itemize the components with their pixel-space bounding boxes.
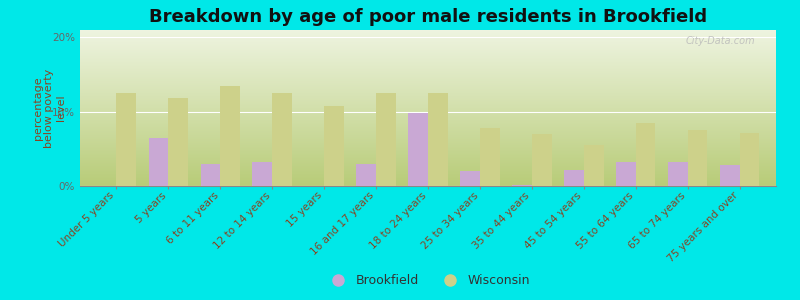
Bar (116, 93, 136, 186)
Bar (272, 93, 292, 186)
Text: City-Data.com: City-Data.com (686, 36, 755, 46)
Bar (532, 134, 552, 186)
Bar (688, 130, 707, 186)
Bar (480, 128, 500, 186)
Bar (636, 123, 655, 186)
Bar (460, 171, 480, 186)
Bar (220, 86, 240, 186)
Bar (253, 162, 272, 186)
Bar (564, 170, 584, 186)
Bar (740, 133, 759, 186)
Bar (584, 145, 603, 186)
Bar (168, 98, 188, 186)
Bar (324, 106, 344, 186)
Bar (512, 184, 532, 186)
Bar (201, 164, 220, 186)
Bar (616, 162, 636, 186)
Y-axis label: percentage
below poverty
level: percentage below poverty level (33, 68, 66, 148)
Title: Breakdown by age of poor male residents in Brookfield: Breakdown by age of poor male residents … (149, 8, 707, 26)
Bar (668, 162, 688, 186)
Bar (408, 113, 428, 186)
Legend: Brookfield, Wisconsin: Brookfield, Wisconsin (321, 269, 535, 292)
Bar (149, 138, 168, 186)
Bar (428, 93, 448, 186)
Bar (720, 165, 740, 186)
Bar (356, 164, 376, 186)
Bar (376, 93, 396, 186)
